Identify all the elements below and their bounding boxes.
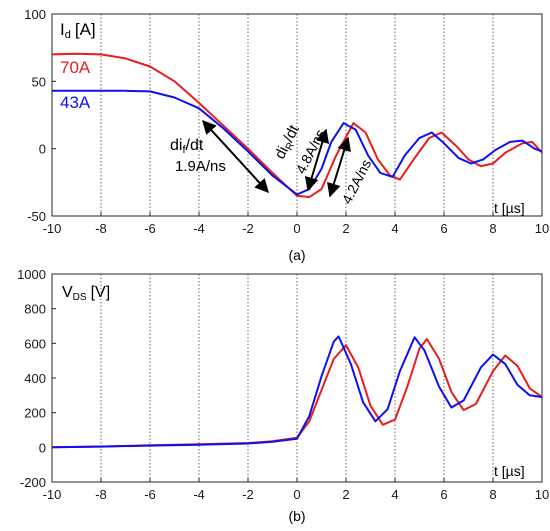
series-line-43a (52, 89, 543, 196)
y-tick-label: 600 (24, 336, 46, 351)
x-tick-label: 6 (440, 487, 447, 502)
y-tick-label: 100 (24, 7, 46, 22)
dir-blue-arrow (304, 128, 330, 192)
y-tick-label: 800 (24, 302, 46, 317)
y-tick-label: -50 (27, 209, 46, 224)
series-line-blue (51, 335, 543, 449)
series-a (51, 52, 543, 199)
x-tick-label: -2 (242, 487, 254, 502)
xlabel-a: t [µs] (494, 200, 525, 216)
series-line-70a (51, 52, 543, 199)
plot-area-b (51, 273, 543, 483)
ylabel-b: VDS [V] (62, 284, 110, 303)
y-tick-label: 400 (24, 371, 46, 386)
panel-label-b: (b) (288, 508, 305, 524)
dir-red-arrow (327, 136, 351, 198)
y-tick-label: 0 (39, 440, 46, 455)
x-tick-label: 2 (342, 221, 349, 236)
x-tick-label: -2 (242, 221, 254, 236)
x-tick-label: 4 (391, 221, 398, 236)
x-tick-label: -10 (43, 487, 62, 502)
x-tick-label: 0 (293, 221, 300, 236)
x-tick-label: 6 (440, 221, 447, 236)
x-tick-label: -6 (144, 487, 156, 502)
y-tick-label: 50 (32, 74, 46, 89)
dif-dt-value: 1.9A/ns (175, 158, 226, 175)
y-tick-label: 1000 (17, 267, 46, 282)
x-tick-label: -10 (43, 221, 62, 236)
x-tick-label: -4 (193, 487, 205, 502)
x-tick-label: -8 (95, 221, 107, 236)
dif-dt-label: dif/dt (170, 137, 204, 156)
dif-dt-arrow (202, 119, 269, 194)
x-tick-label: -6 (144, 221, 156, 236)
ticks-a: -10 -8 -6 -4 -2 0 2 4 6 8 10 -50 0 50 100 (24, 7, 549, 236)
chart-b: -10 -8 -6 -4 -2 0 2 4 6 8 10-20002004006008001000 … (17, 267, 549, 524)
x-tick-label: 8 (489, 487, 496, 502)
x-tick-label: 4 (391, 487, 398, 502)
y-tick-label: -200 (20, 475, 46, 490)
x-tick-label: 10 (535, 487, 549, 502)
y-tick-label: 0 (39, 142, 46, 157)
chart-a: -10 -8 -6 -4 -2 0 2 4 6 8 10 -50 0 50 100 Id [A] 70A 43… (24, 7, 549, 263)
series-label-70a: 70A (60, 58, 91, 77)
x-tick-label: 0 (293, 487, 300, 502)
dir-dt-label: diR/dt (271, 122, 304, 163)
x-tick-label: 8 (489, 221, 496, 236)
series-b (51, 335, 543, 449)
x-tick-label: 10 (535, 221, 549, 236)
x-tick-label: 2 (342, 487, 349, 502)
y-tick-label: 200 (24, 406, 46, 421)
series-label-43a: 43A (60, 93, 91, 112)
xlabel-b: t [µs] (494, 463, 525, 479)
x-tick-label: -4 (193, 221, 205, 236)
x-tick-label: -8 (95, 487, 107, 502)
panel-label-a: (a) (288, 247, 305, 263)
ticks-b: -10 -8 -6 -4 -2 0 2 4 6 8 10 -200 0 200 400 600 800 1000 (17, 267, 549, 502)
ylabel-a: Id [A] (60, 20, 96, 41)
